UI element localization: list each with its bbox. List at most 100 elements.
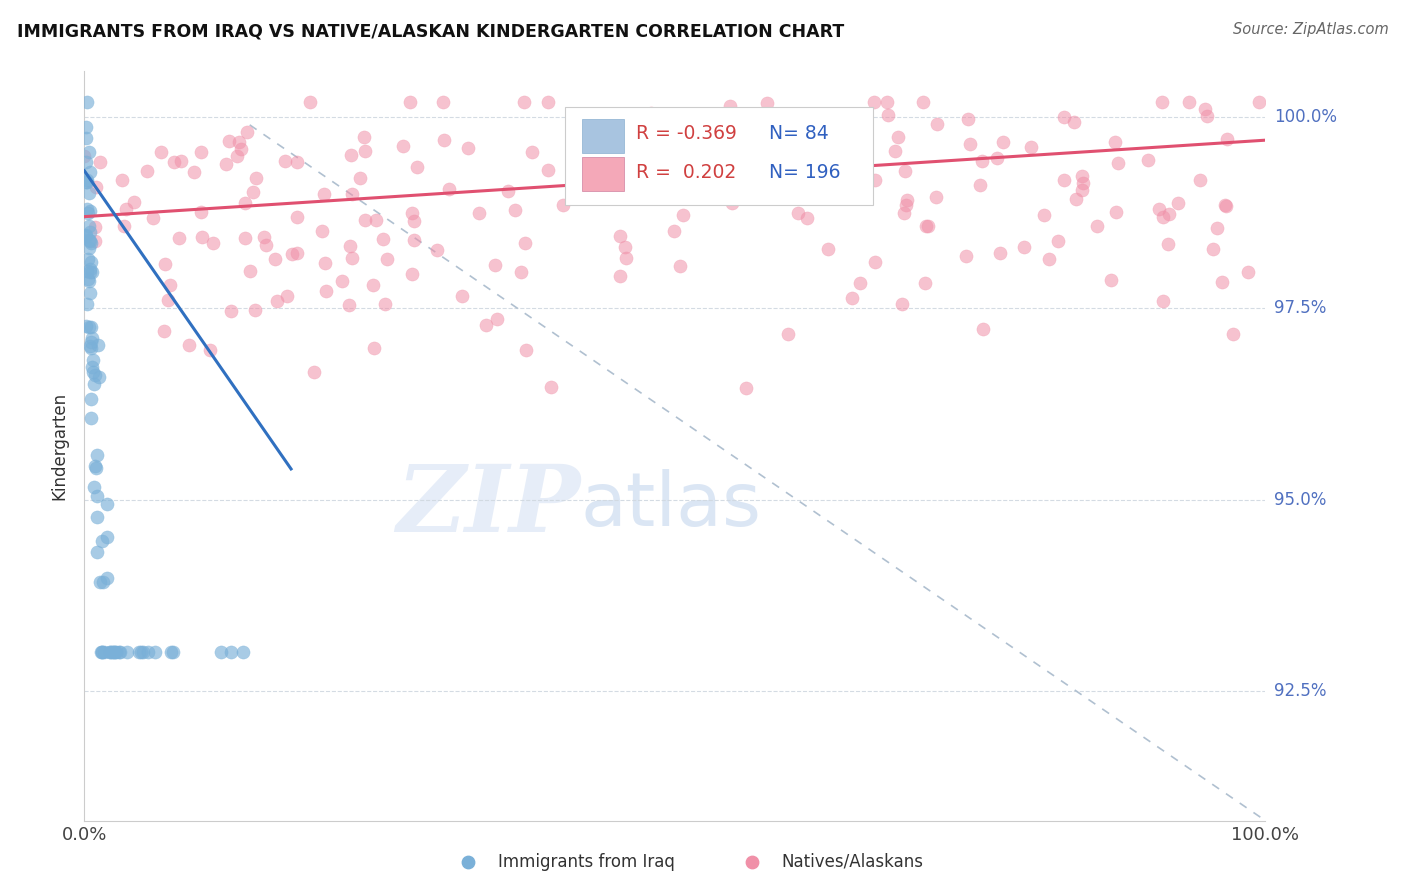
Point [513,95,536,109]
Point [75,155,97,169]
Point [80,235,103,250]
Point [718,98,741,112]
Point [111,173,134,187]
Point [245,303,267,318]
Point [1070,183,1092,197]
Point [817,243,839,257]
Point [340,148,363,162]
Point [457,141,479,155]
Point [1099,272,1122,286]
Point [110,645,132,659]
Point [513,236,536,251]
Point [150,145,173,160]
Point [391,139,413,153]
Point [273,154,295,169]
Point [167,231,190,245]
Point [82,360,104,375]
Point [841,291,863,305]
Point [924,190,946,204]
Point [510,265,533,279]
Point [505,203,527,218]
Point [153,257,176,271]
Point [876,95,898,109]
Point [796,211,818,226]
FancyBboxPatch shape [582,157,624,191]
Point [84,368,107,382]
Point [236,125,259,139]
Point [93,645,115,659]
Point [1104,135,1126,149]
Point [330,274,353,288]
Point [157,293,180,308]
Point [1064,192,1087,206]
Point [1215,199,1237,213]
Point [1157,237,1180,252]
Point [1012,240,1035,254]
Point [402,213,425,227]
Point [831,156,853,170]
Point [103,645,125,659]
Point [79,204,101,219]
Point [80,411,103,425]
Point [337,298,360,312]
Point [219,303,242,318]
Point [163,155,186,169]
Point [589,108,612,122]
Point [735,380,758,394]
Point [640,105,662,120]
Point [311,224,333,238]
Point [90,533,112,548]
Point [917,219,939,233]
Point [218,134,240,148]
Point [1136,153,1159,167]
Point [893,206,915,220]
Point [787,205,810,219]
Point [1070,169,1092,184]
Point [1085,219,1108,233]
Point [228,135,250,149]
Point [675,165,697,179]
Point [807,156,830,170]
Point [98,645,121,659]
Point [80,319,103,334]
Point [432,95,454,109]
Point [609,228,631,243]
Point [96,497,118,511]
Point [221,645,243,659]
Text: Immigrants from Iraq: Immigrants from Iraq [498,853,675,871]
Point [1159,206,1181,220]
Point [1202,242,1225,256]
Point [891,297,914,311]
Point [433,133,456,147]
Point [86,545,108,559]
Point [101,645,124,659]
Point [143,645,166,659]
Point [115,645,138,659]
Point [1194,103,1216,117]
Point [1038,252,1060,266]
Text: ZIP: ZIP [396,461,581,551]
Point [361,278,384,293]
Point [77,206,100,220]
Point [340,251,363,265]
Point [170,154,193,169]
Point [253,230,276,244]
Point [77,274,100,288]
Point [76,173,98,187]
Point [955,249,977,263]
Text: atlas: atlas [581,469,762,542]
Point [75,131,97,145]
Point [1019,140,1042,154]
Point [80,392,103,407]
Point [404,233,426,247]
Point [740,144,762,158]
Point [759,131,782,145]
Text: IMMIGRANTS FROM IRAQ VS NATIVE/ALASKAN KINDERGARTEN CORRELATION CHART: IMMIGRANTS FROM IRAQ VS NATIVE/ALASKAN K… [17,22,844,40]
Point [349,170,371,185]
Point [1152,294,1174,309]
Point [138,645,160,659]
Point [959,136,981,151]
Point [84,219,107,234]
Point [1053,110,1076,124]
Point [77,272,100,286]
